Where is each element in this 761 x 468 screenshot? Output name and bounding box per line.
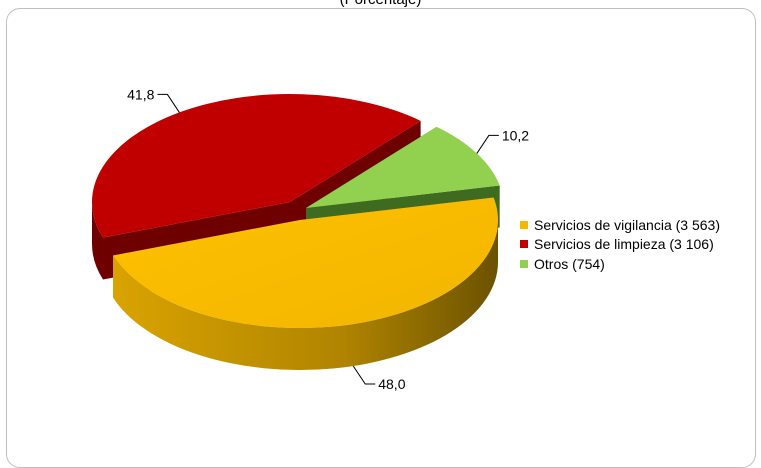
legend-swatch-otros <box>520 259 528 268</box>
data-label-vigilancia: 48,0 <box>378 376 405 392</box>
legend-label-vigilancia: Servicios de vigilancia (3 563) <box>534 216 720 233</box>
leader-line-vigilancia <box>352 365 376 385</box>
data-label-otros: 10,2 <box>502 127 529 143</box>
legend-swatch-limpieza <box>520 240 528 249</box>
chart-legend: Servicios de vigilancia (3 563) Servicio… <box>520 215 720 274</box>
legend-item-limpieza: Servicios de limpieza (3 106) <box>520 235 720 255</box>
legend-item-otros: Otros (754) <box>520 254 720 274</box>
data-label-limpieza: 41,8 <box>127 86 154 102</box>
legend-label-otros: Otros (754) <box>534 255 605 272</box>
legend-item-vigilancia: Servicios de vigilancia (3 563) <box>520 215 720 235</box>
legend-label-limpieza: Servicios de limpieza (3 106) <box>534 236 714 253</box>
chart-title: (Porcentaje) <box>0 0 761 8</box>
pie-slice-vigilancia <box>113 197 498 370</box>
legend-swatch-vigilancia <box>520 220 528 229</box>
pie-chart: 48,0 41,8 10,2 <box>91 86 529 392</box>
leader-line-otros <box>476 134 499 154</box>
leader-line-limpieza <box>157 93 180 113</box>
